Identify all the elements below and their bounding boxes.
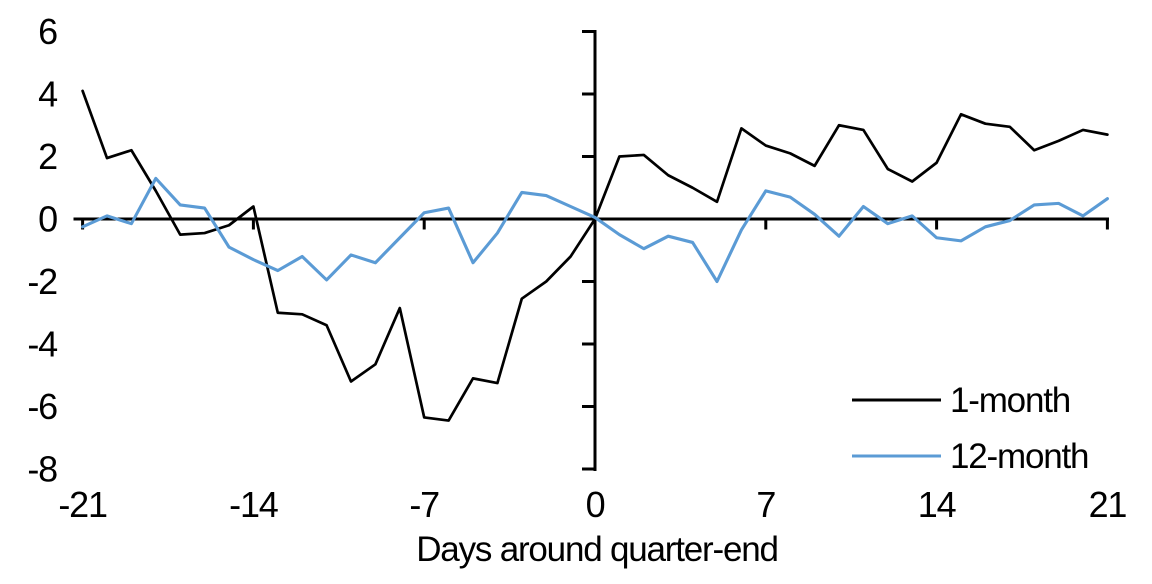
legend: 1-month 12-month (852, 381, 1089, 476)
series-lines (81, 89, 1109, 422)
y-tick-label: 0 (38, 199, 57, 240)
y-tick-label: -4 (27, 324, 57, 365)
x-tick-label: -7 (409, 484, 439, 525)
x-tick-label: -21 (58, 484, 107, 525)
x-tick-label: 14 (918, 484, 956, 525)
y-tick-label: -2 (27, 261, 57, 302)
tick-labels: -21 -14 -7 0 7 14 21 6 4 2 0 -2 -4 -6 -8 (27, 11, 1127, 525)
x-tick-label: -14 (229, 484, 278, 525)
legend-1-month-label: 1-month (950, 381, 1070, 420)
axes (73, 30, 1109, 471)
y-tick-label: -8 (27, 449, 57, 490)
x-tick-label: 0 (586, 484, 605, 525)
x-axis-title: Days around quarter-end (416, 530, 778, 569)
y-axis-ticks (582, 30, 595, 471)
y-tick-label: -6 (27, 386, 57, 427)
x-tick-label: 21 (1089, 484, 1127, 525)
y-tick-label: 6 (38, 11, 57, 52)
x-tick-label: 7 (756, 484, 775, 525)
y-tick-label: 4 (38, 74, 57, 115)
y-tick-label: 2 (38, 136, 57, 177)
series-12-month-line (81, 176, 1109, 284)
legend-12-month-label: 12-month (950, 437, 1088, 476)
